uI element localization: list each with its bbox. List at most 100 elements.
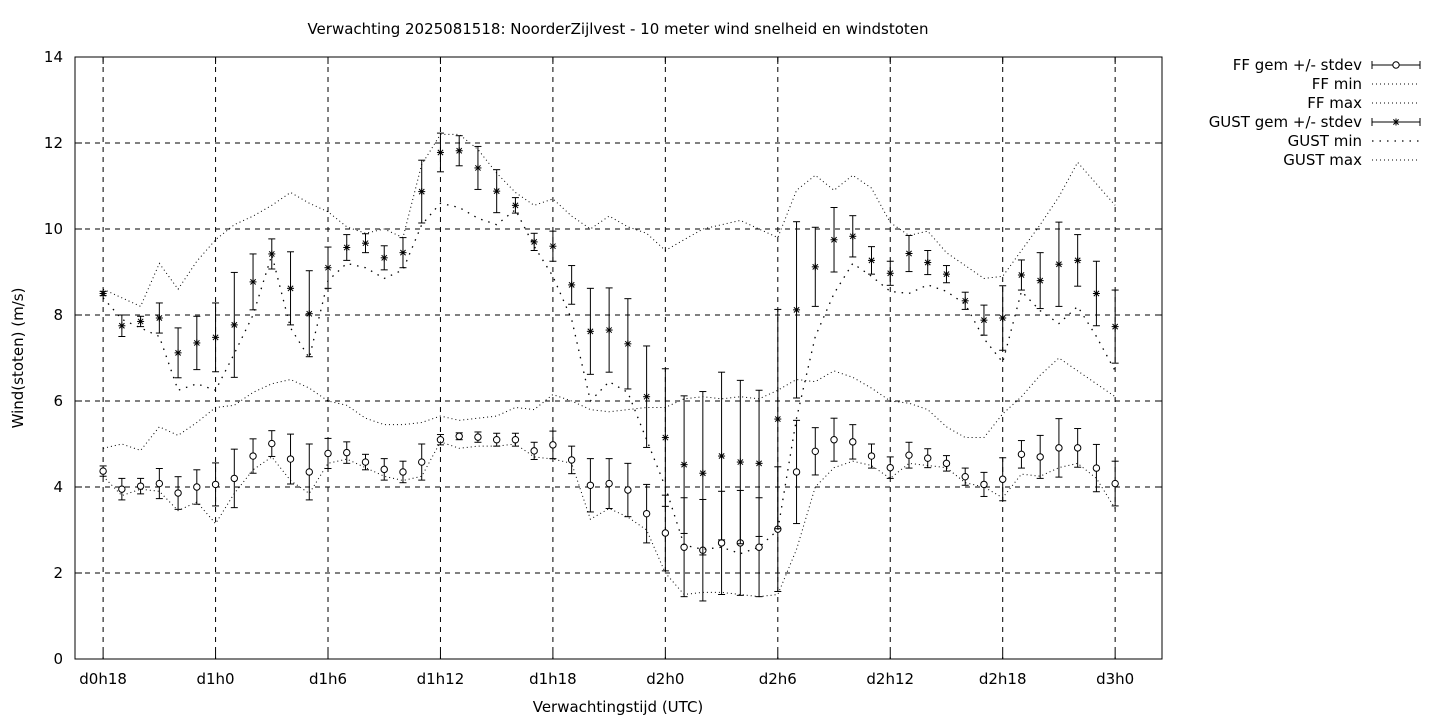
- legend-label: GUST gem +/- stdev: [1209, 113, 1362, 131]
- ff-gem-stdev-point: [717, 539, 726, 547]
- ff-gem-stdev-point: [867, 452, 876, 460]
- ff-gem-stdev-point: [1036, 453, 1044, 461]
- ff-gem-stdev-point: [343, 448, 351, 457]
- gust-gem-stdev-point: [1074, 256, 1082, 264]
- gust-gem-stdev-point: [399, 249, 407, 257]
- ff-gem-stdev-point: [961, 472, 969, 481]
- gust-gem-stdev-point: [474, 164, 482, 172]
- gust-gem-stdev-point: [455, 147, 463, 155]
- y-axis-label: Wind(stoten) (m/s): [9, 288, 27, 429]
- ff-gem-stdev-point: [136, 482, 145, 490]
- legend-label: GUST min: [1288, 132, 1362, 150]
- ff-gem-stdev-point: [905, 451, 913, 459]
- ff-gem-stdev-point: [155, 479, 164, 488]
- gust-gem-stdev-point: [736, 458, 744, 466]
- ff-gem-stdev-point: [193, 483, 201, 491]
- ff-gem-stdev-point: [530, 447, 538, 455]
- x-tick-label: d2h18: [979, 670, 1027, 688]
- series-ff-gem-stdev: [99, 417, 1119, 602]
- gust-gem-stdev-point: [287, 284, 295, 292]
- gust-gem-stdev-point: [174, 349, 182, 357]
- gust-gem-stdev-point: [511, 201, 519, 209]
- x-axis-label: Verwachtingstijd (UTC): [533, 698, 704, 716]
- gust-gem-stdev-point: [718, 452, 726, 460]
- legend-item-gust-max: GUST max: [1283, 151, 1420, 169]
- ff-gem-stdev-point: [605, 479, 613, 488]
- ff-gem-stdev-point: [380, 465, 388, 474]
- gust-gem-stdev-point: [643, 393, 651, 401]
- ff-gem-stdev-point: [755, 543, 763, 551]
- ff-gem-stdev-point: [792, 468, 801, 476]
- ff-gem-stdev-point: [980, 480, 988, 489]
- ff-gem-stdev-point: [99, 467, 107, 475]
- y-tick-label: 10: [44, 220, 63, 238]
- gust-gem-stdev-point: [905, 250, 913, 258]
- legend-label: GUST max: [1283, 151, 1362, 169]
- axes: 0 2 4 6 8 10 12 14 d0h18 d1h0 d1h6 d1h12 d1h18 d2h0 d2…: [44, 48, 1162, 688]
- ff-gem-stdev-point: [924, 454, 932, 462]
- ff-max-line: [102, 357, 1116, 452]
- gust-gem-stdev-point: [361, 239, 369, 247]
- y-tick-label: 8: [53, 306, 63, 324]
- gust-gem-stdev-point: [155, 314, 163, 322]
- gust-gem-stdev-point: [942, 270, 950, 278]
- chart-title: Verwachting 2025081518: NoorderZijlvest …: [307, 20, 928, 38]
- ff-gem-stdev-point: [268, 439, 276, 448]
- ff-gem-stdev-point: [1092, 464, 1101, 472]
- ff-gem-stdev-point: [455, 432, 463, 440]
- gust-gem-stdev-point: [755, 459, 763, 467]
- legend-marker: [1392, 118, 1400, 126]
- gust-gem-stdev-point: [436, 148, 444, 156]
- ff-gem-stdev-point: [642, 509, 651, 518]
- ff-gem-stdev-point: [174, 489, 182, 497]
- y-tick-label: 12: [44, 134, 63, 152]
- gust-gem-stdev-point: [1055, 260, 1063, 268]
- ff-gem-stdev-point: [1055, 444, 1063, 452]
- gust-gem-stdev-point: [343, 243, 351, 251]
- gust-gem-stdev-point: [605, 326, 613, 334]
- x-tick-label: d1h0: [196, 670, 234, 688]
- gust-gem-stdev-point: [624, 340, 632, 348]
- gust-gem-stdev-point: [1111, 323, 1119, 331]
- ff-gem-stdev-point: [492, 436, 501, 444]
- gust-gem-stdev-point: [268, 250, 276, 258]
- gust-gem-stdev-point: [774, 415, 782, 423]
- ff-gem-stdev-point: [1111, 479, 1119, 488]
- ff-gem-stdev-point: [230, 474, 239, 483]
- gust-gem-stdev-point: [699, 469, 707, 477]
- gust-gem-stdev-point: [793, 306, 801, 314]
- x-tick-label: d0h18: [79, 670, 127, 688]
- gust-gem-stdev-point: [586, 327, 594, 335]
- legend-item-ff-gem-stdev: FF gem +/- stdev: [1233, 56, 1421, 74]
- gust-gem-stdev-point: [249, 278, 257, 286]
- x-tick-label: d2h12: [866, 670, 914, 688]
- gust-gem-stdev-point: [980, 316, 988, 324]
- gust-gem-stdev-point: [137, 317, 145, 325]
- series-gust-max: [102, 133, 1116, 308]
- legend-item-gust-gem-stdev: GUST gem +/- stdev: [1209, 113, 1421, 131]
- ff-gem-stdev-point: [118, 485, 126, 493]
- series-ff-max: [102, 357, 1116, 452]
- ff-gem-stdev-point: [886, 463, 894, 472]
- y-tick-label: 6: [53, 392, 63, 410]
- ff-gem-stdev-point: [511, 436, 520, 444]
- gust-gem-stdev-point: [380, 254, 388, 262]
- x-tick-label: d1h6: [309, 670, 347, 688]
- gust-gem-stdev-point: [886, 269, 894, 277]
- gust-gem-stdev-point: [549, 242, 557, 250]
- legend-label: FF max: [1307, 94, 1362, 112]
- ff-gem-stdev-point: [249, 452, 257, 460]
- x-tick-label: d1h18: [529, 670, 577, 688]
- ff-gem-stdev-point: [361, 458, 370, 466]
- ff-gem-stdev-point: [811, 447, 819, 456]
- gust-gem-stdev-point: [99, 290, 107, 297]
- gust-gem-stdev-point: [1036, 277, 1044, 285]
- ff-gem-stdev-point: [1017, 450, 1026, 459]
- y-tick-label: 4: [53, 478, 63, 496]
- ff-gem-stdev-point: [399, 468, 407, 476]
- gust-gem-stdev-point: [493, 187, 501, 195]
- gust-gem-stdev-point: [1017, 271, 1025, 279]
- grid-lines: [75, 57, 1162, 659]
- gust-gem-stdev-point: [811, 263, 819, 271]
